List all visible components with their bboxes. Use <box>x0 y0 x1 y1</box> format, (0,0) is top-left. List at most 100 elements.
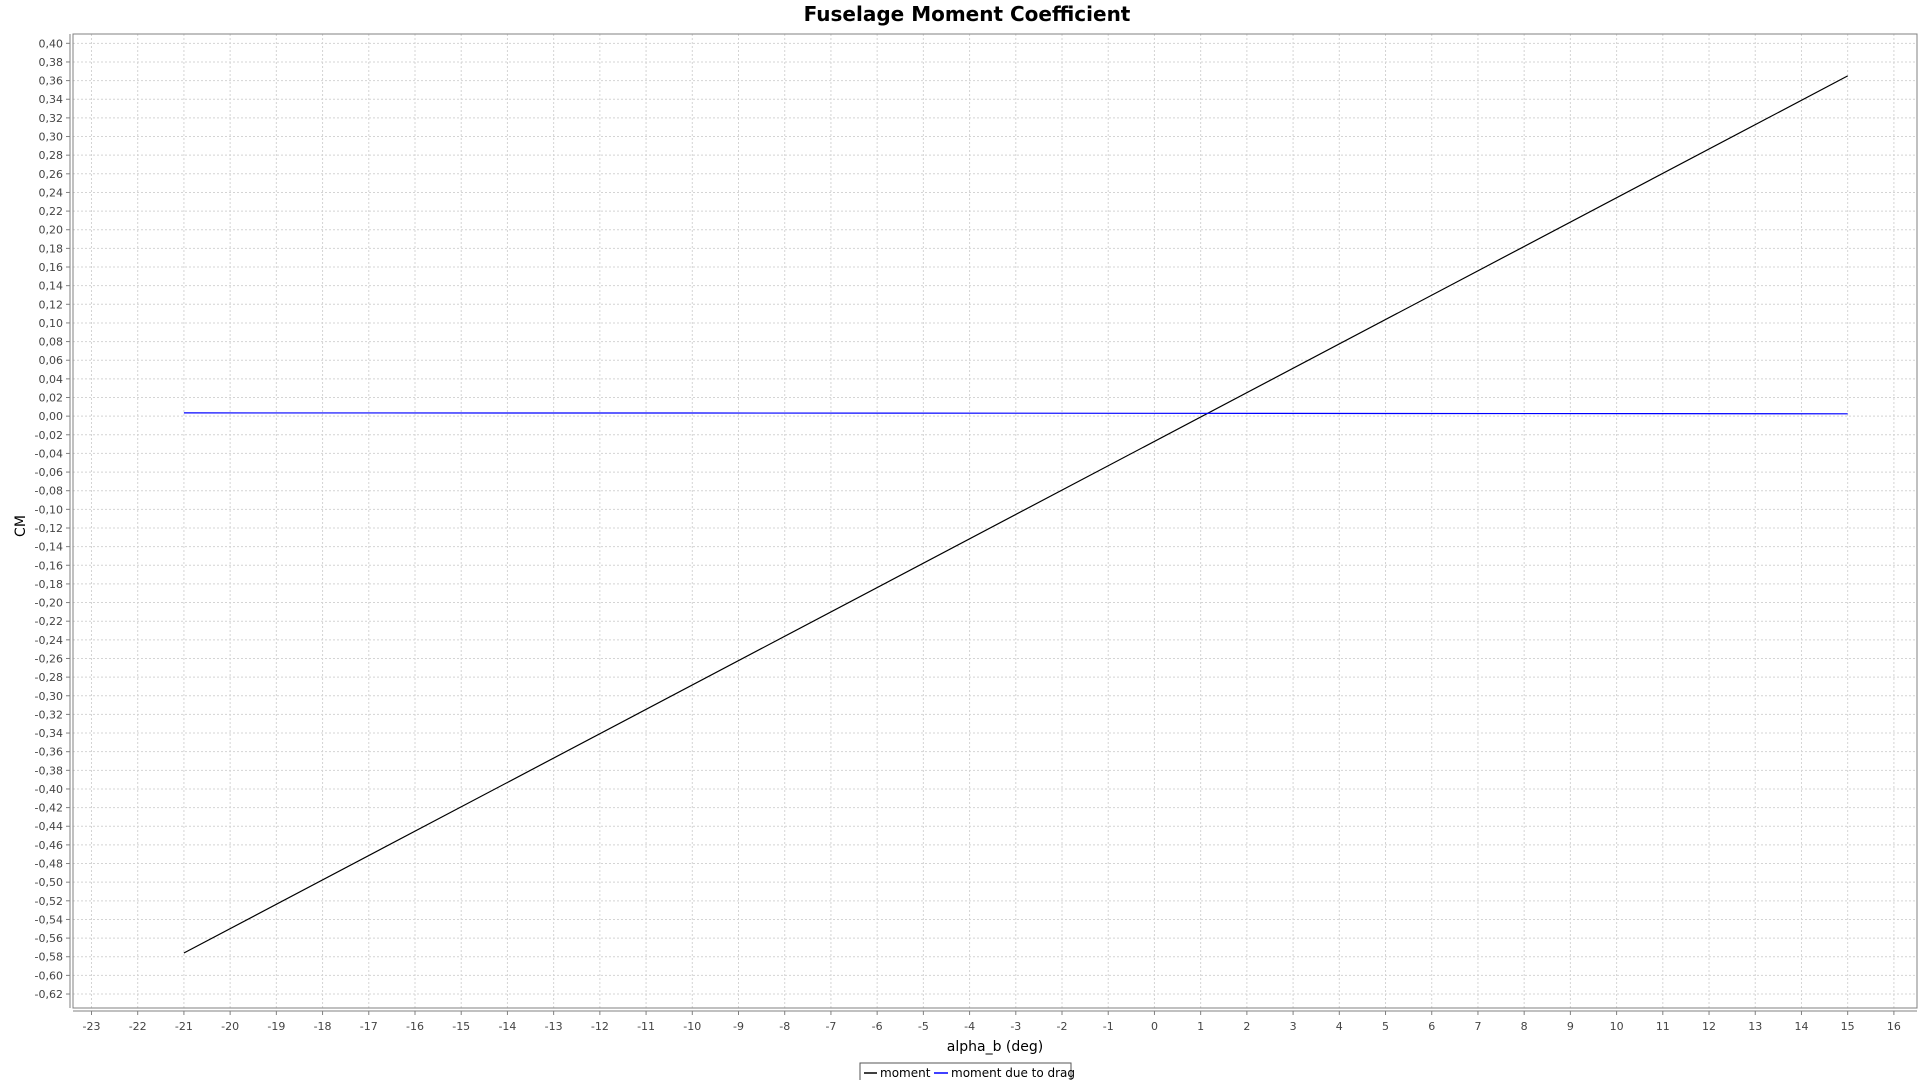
y-tick-label: -0,40 <box>35 783 63 796</box>
x-tick-label: -23 <box>83 1020 101 1033</box>
y-tick-label: -0,04 <box>35 447 63 460</box>
y-tick-label: -0,38 <box>35 764 63 777</box>
y-tick-label: 0,06 <box>39 354 64 367</box>
y-tick-label: 0,36 <box>39 75 64 88</box>
x-tick-label: 6 <box>1428 1020 1435 1033</box>
x-tick-label: 14 <box>1794 1020 1808 1033</box>
y-tick-label: 0,00 <box>39 410 64 423</box>
x-tick-label: -5 <box>918 1020 929 1033</box>
series-line-moment-due-to-drag <box>183 412 1848 415</box>
x-tick-label: -2 <box>1057 1020 1068 1033</box>
y-tick-label: 0,40 <box>39 37 64 50</box>
y-tick-label: 0,18 <box>39 242 64 255</box>
x-tick-label: -13 <box>545 1020 563 1033</box>
y-tick-label: -0,24 <box>35 634 63 647</box>
y-tick-label: 0,12 <box>39 298 64 311</box>
x-tick-label: -14 <box>498 1020 516 1033</box>
x-tick-label: 10 <box>1610 1020 1624 1033</box>
y-tick-label: 0,16 <box>39 261 64 274</box>
y-tick-label: -0,14 <box>35 541 63 554</box>
y-tick-label: 0,32 <box>39 112 64 125</box>
x-tick-label: -15 <box>452 1020 470 1033</box>
y-tick-label: -0,28 <box>35 671 63 684</box>
y-tick-label: -0,18 <box>35 578 63 591</box>
x-tick-label: -16 <box>406 1020 424 1033</box>
y-tick-label: 0,22 <box>39 205 64 218</box>
x-tick-label: -8 <box>779 1020 790 1033</box>
y-tick-label: 0,34 <box>39 93 64 106</box>
x-tick-label: -3 <box>1010 1020 1021 1033</box>
y-tick-label: -0,20 <box>35 597 63 610</box>
y-tick-label: 0,20 <box>39 224 64 237</box>
y-tick-label: -0,10 <box>35 503 63 516</box>
x-tick-label: -1 <box>1103 1020 1114 1033</box>
legend-label-moment-due-to-drag: moment due to drag <box>951 1066 1075 1080</box>
chart-title: Fuselage Moment Coefficient <box>804 2 1131 26</box>
y-tick-label: -0,44 <box>35 820 63 833</box>
y-tick-label: -0,34 <box>35 727 63 740</box>
y-tick-label: -0,12 <box>35 522 63 535</box>
x-tick-label: 4 <box>1336 1020 1343 1033</box>
x-tick-label: 15 <box>1841 1020 1855 1033</box>
y-tick-label: -0,16 <box>35 559 63 572</box>
legend-label-moment: moment <box>880 1066 931 1080</box>
y-tick-label: 0,26 <box>39 168 64 181</box>
y-tick-label: -0,22 <box>35 615 63 628</box>
x-tick-label: 1 <box>1197 1020 1204 1033</box>
y-tick-label: 0,24 <box>39 186 64 199</box>
x-tick-label: -9 <box>733 1020 744 1033</box>
y-tick-label: -0,06 <box>35 466 63 479</box>
x-tick-label: -12 <box>591 1020 609 1033</box>
x-tick-label: -20 <box>221 1020 239 1033</box>
y-tick-label: -0,56 <box>35 932 63 945</box>
y-tick-label: -0,60 <box>35 969 63 982</box>
x-tick-label: -21 <box>175 1020 193 1033</box>
x-tick-label: 12 <box>1702 1020 1716 1033</box>
y-tick-label: 0,02 <box>39 392 64 405</box>
y-tick-label: -0,02 <box>35 429 63 442</box>
y-tick-label: -0,08 <box>35 485 63 498</box>
plot-area-frame <box>72 33 1918 1009</box>
x-tick-label: -6 <box>872 1020 883 1033</box>
x-tick-label: -11 <box>637 1020 655 1033</box>
y-tick-label: 0,08 <box>39 336 64 349</box>
x-tick-label: -19 <box>267 1020 285 1033</box>
y-tick-label: -0,48 <box>35 858 63 871</box>
x-tick-label: 16 <box>1887 1020 1901 1033</box>
x-tick-label: 8 <box>1521 1020 1528 1033</box>
y-tick-label: -0,46 <box>35 839 63 852</box>
x-tick-label: 3 <box>1290 1020 1297 1033</box>
x-tick-label: 5 <box>1382 1020 1389 1033</box>
y-axis-label: CM <box>13 515 29 537</box>
x-tick-label: -4 <box>964 1020 975 1033</box>
y-tick-label: -0,50 <box>35 876 63 889</box>
series-line-moment <box>183 75 1848 954</box>
x-tick-label: -17 <box>360 1020 378 1033</box>
series-layer <box>183 75 1848 954</box>
x-tick-label: -22 <box>129 1020 147 1033</box>
x-axis-label: alpha_b (deg) <box>947 1039 1043 1055</box>
y-axis: 0,40 0,38 0,36 0,34 0,32 0,30 0,28 0,26 0,24 0,22… <box>35 34 71 1008</box>
y-tick-label: -0,54 <box>35 913 63 926</box>
y-tick-label: -0,30 <box>35 690 63 703</box>
y-tick-label: 0,04 <box>39 373 64 386</box>
y-tick-label: 0,38 <box>39 56 64 69</box>
y-tick-label: 0,30 <box>39 131 64 144</box>
x-tick-label: 2 <box>1243 1020 1250 1033</box>
legend: moment moment due to drag <box>859 1062 1075 1080</box>
y-tick-label: -0,32 <box>35 708 63 721</box>
x-tick-label: 11 <box>1656 1020 1670 1033</box>
x-tick-label: -7 <box>825 1020 836 1033</box>
y-tick-label: -0,26 <box>35 652 63 665</box>
legend-box <box>859 1062 1072 1080</box>
y-tick-label: 0,14 <box>39 280 64 293</box>
x-axis: -23 -22 -21 -20 -19 -18 -17 -16 -15 -14 -13 -12 -11-… <box>73 1010 1917 1033</box>
y-tick-label: 0,28 <box>39 149 64 162</box>
y-tick-label: -0,42 <box>35 802 63 815</box>
y-tick-label: -0,52 <box>35 895 63 908</box>
y-tick-label: -0,36 <box>35 746 63 759</box>
y-tick-label: -0,62 <box>35 988 63 1001</box>
x-tick-label: 13 <box>1748 1020 1762 1033</box>
x-tick-label: 7 <box>1474 1020 1481 1033</box>
